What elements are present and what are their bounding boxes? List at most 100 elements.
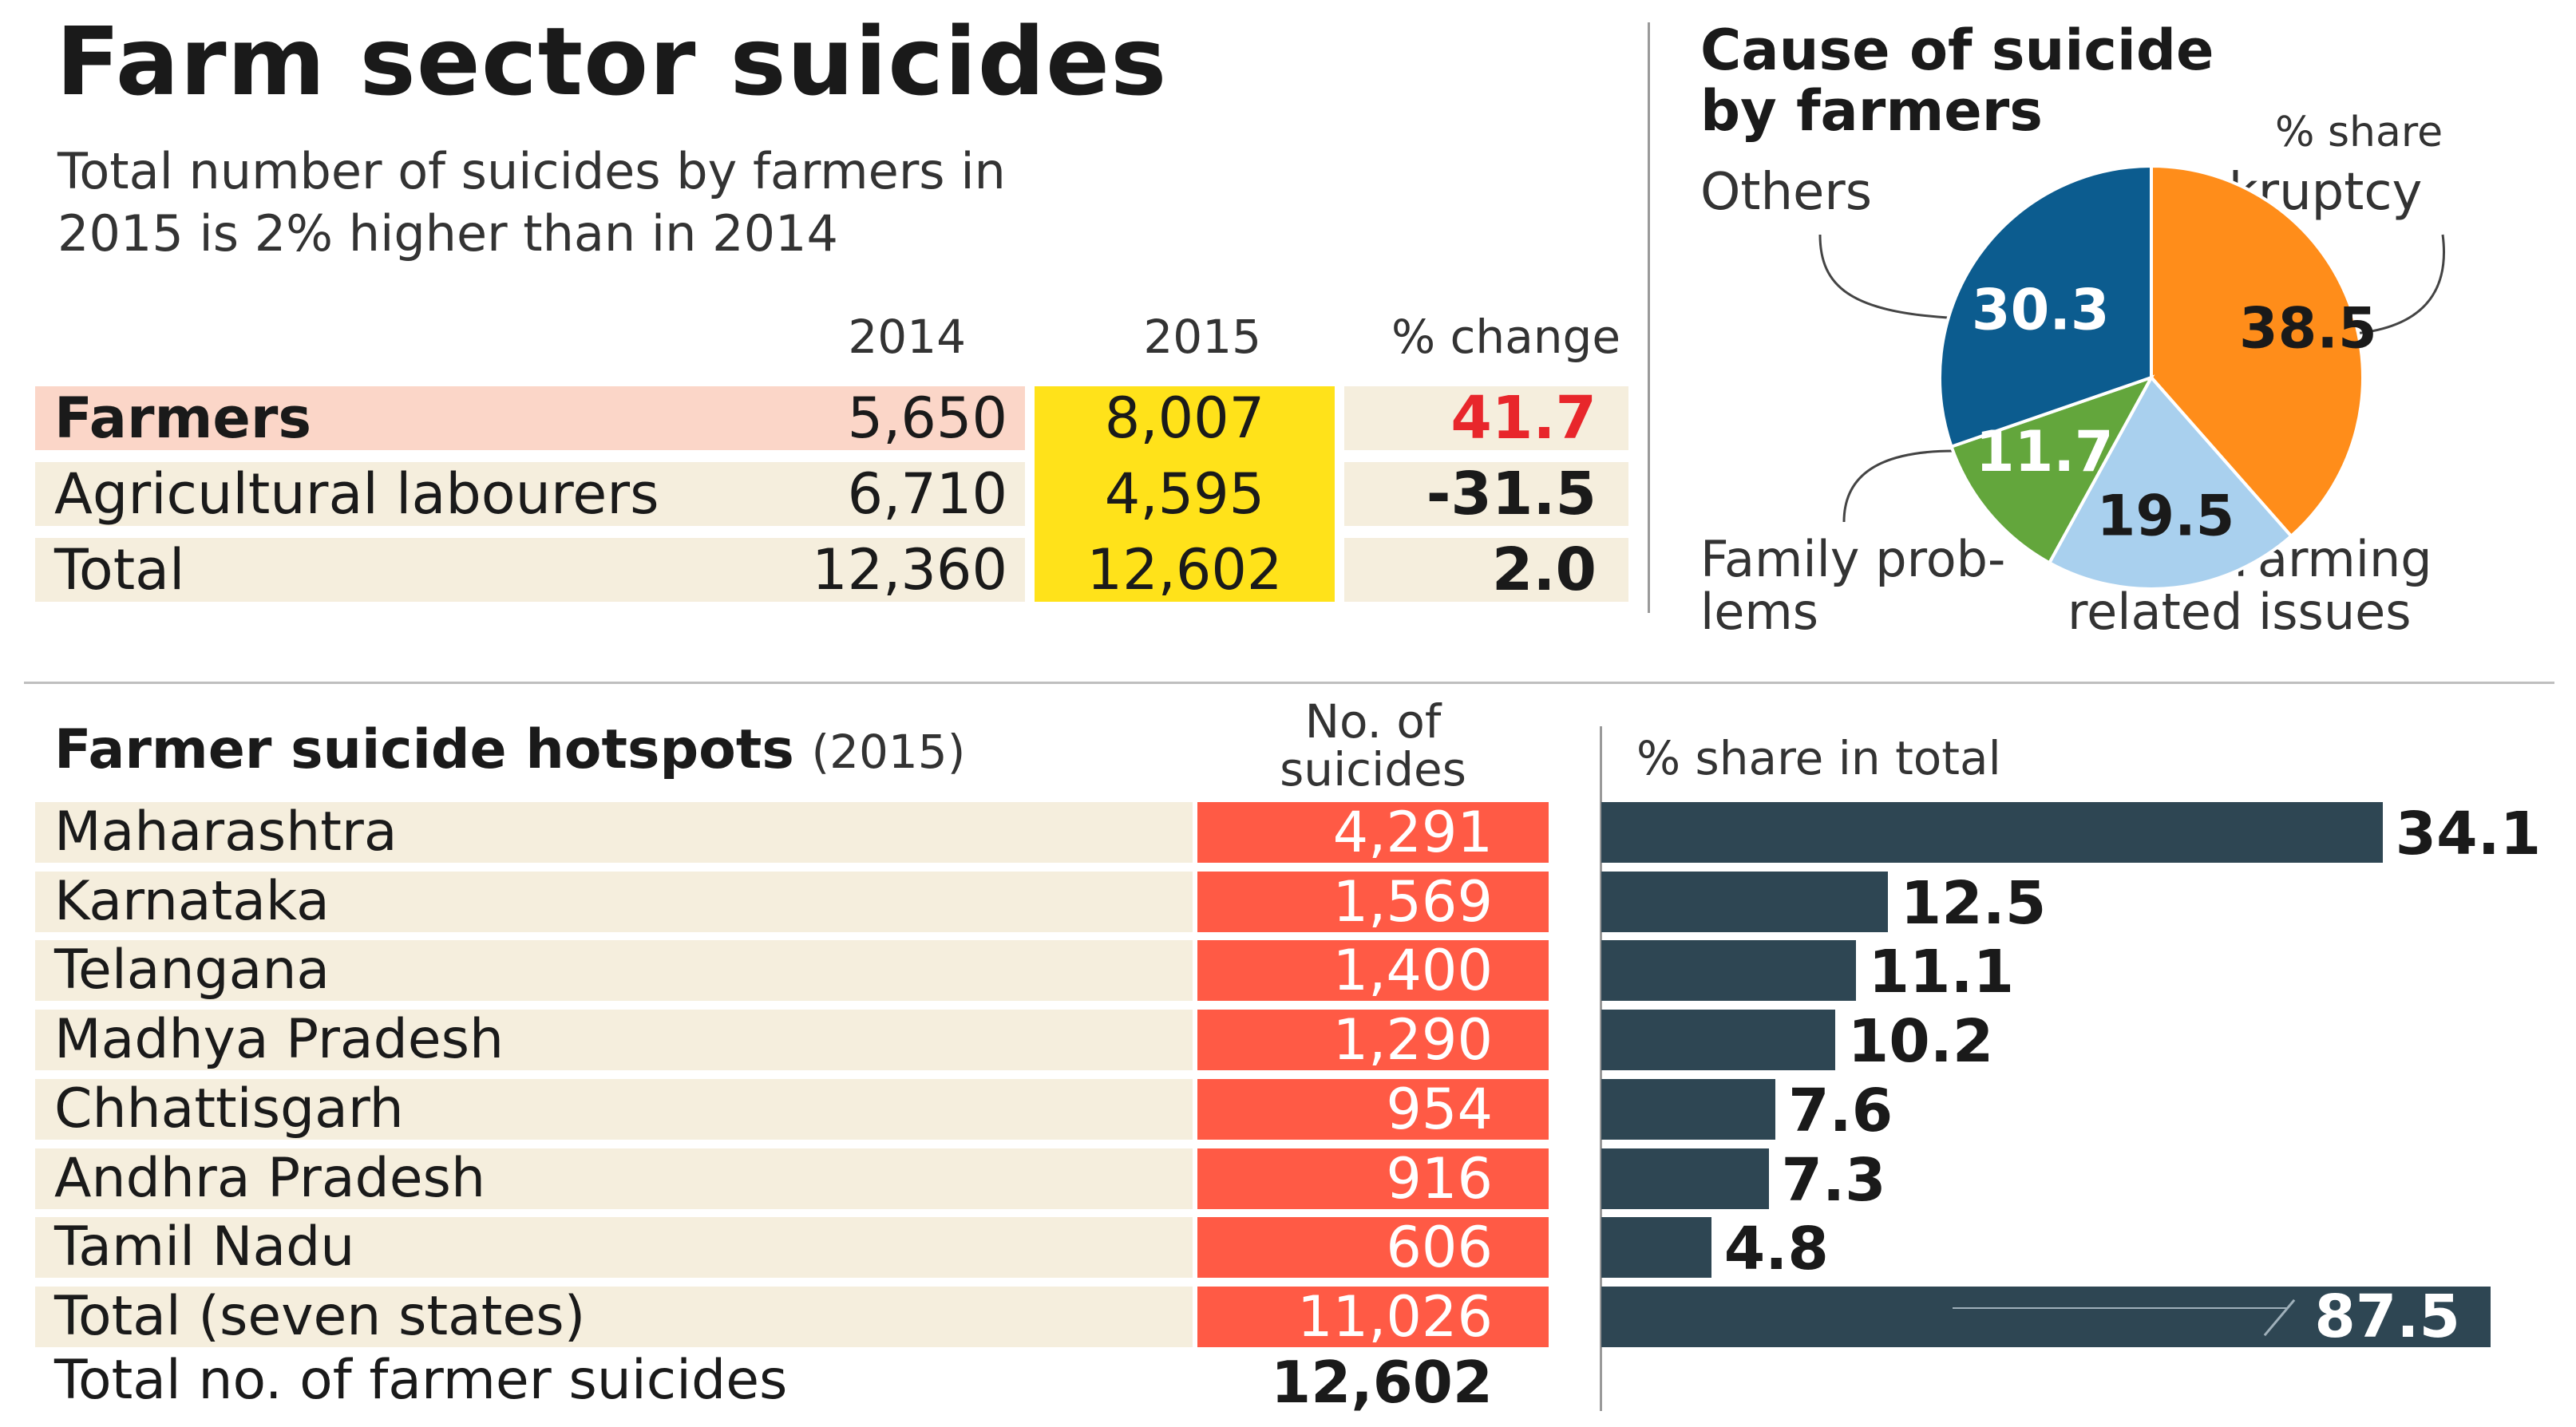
row-band-tamil-nadu bbox=[35, 1217, 1193, 1279]
pie-slice-others bbox=[1938, 164, 2153, 449]
col-change-band-2 bbox=[1344, 462, 1628, 526]
footer-value: 12,602 bbox=[1271, 1349, 1493, 1416]
suicide-count-madhya-pradesh: 1,290 bbox=[1332, 1007, 1493, 1073]
pie-label-family-2: lems bbox=[1700, 583, 1819, 641]
cell-farmers-2015: 8,007 bbox=[1104, 385, 1265, 451]
count-band-madhya-pradesh bbox=[1197, 1010, 1549, 1071]
cell-total-2014: 12,360 bbox=[812, 537, 1007, 603]
header-change: % change bbox=[1391, 310, 1620, 364]
share-value-karnataka: 12.5 bbox=[1900, 868, 2047, 938]
row-label-labourers: Agricultural labourers bbox=[54, 461, 659, 527]
cell-total-2015: 12,602 bbox=[1086, 537, 1283, 603]
leader-others bbox=[1818, 234, 1949, 319]
suicide-count-karnataka: 1,569 bbox=[1332, 868, 1493, 935]
hotspots-title: Farmer suicide hotspots (2015) bbox=[54, 718, 965, 781]
pie-label-family-1: Family prob- bbox=[1700, 530, 2006, 588]
share-bar-andhra-pradesh bbox=[1601, 1148, 1769, 1209]
suicide-count-tamil-nadu: 606 bbox=[1386, 1215, 1493, 1281]
count-band-telangana bbox=[1197, 940, 1549, 1002]
state-label-total-seven-states: Total (seven states) bbox=[54, 1284, 586, 1348]
row-label-farmers: Farmers bbox=[54, 385, 312, 451]
share-bar-chhattisgarh bbox=[1601, 1078, 1776, 1140]
col-change-band-3 bbox=[1344, 538, 1628, 602]
share-value-telangana: 11.1 bbox=[1868, 938, 2015, 1007]
pie-value-family-problems: 11.7 bbox=[1976, 419, 2114, 484]
footer-label: Total no. of farmer suicides bbox=[54, 1349, 788, 1412]
leader-bankruptcy bbox=[2354, 234, 2445, 335]
count-band-chhattisgarh bbox=[1197, 1078, 1549, 1140]
col-change-band-1 bbox=[1344, 386, 1628, 450]
row-band-karnataka bbox=[35, 871, 1193, 932]
header-2014: 2014 bbox=[848, 310, 966, 364]
pie-slice-bankruptcy bbox=[2150, 164, 2364, 539]
pie-slice-family-problems bbox=[1949, 374, 2155, 565]
share-bar-maharashtra bbox=[1601, 802, 2383, 863]
leader-family bbox=[1842, 449, 1980, 523]
pie-title-line-2: by farmers bbox=[1700, 78, 2043, 144]
suicide-count-total-seven-states: 11,026 bbox=[1297, 1283, 1493, 1350]
state-label-madhya-pradesh: Madhya Pradesh bbox=[54, 1008, 505, 1072]
share-bar-karnataka bbox=[1601, 871, 1888, 932]
row-band-madhya-pradesh bbox=[35, 1010, 1193, 1071]
state-label-telangana: Telangana bbox=[54, 939, 330, 1002]
hotspots-title-text: Farmer suicide hotspots bbox=[54, 718, 794, 781]
pie-value-farming-related-issues: 19.5 bbox=[2097, 483, 2235, 548]
subtitle-line-1: Total number of suicides by farmers in bbox=[57, 142, 1006, 200]
col-2015-highlight bbox=[1035, 386, 1335, 602]
state-label-andhra-pradesh: Andhra Pradesh bbox=[54, 1146, 486, 1210]
pie-chart: 38.5 19.511.7 30.3 bbox=[1818, 164, 2445, 591]
pie-slice-farming-related-issues bbox=[2047, 374, 2294, 591]
suicide-count-andhra-pradesh: 916 bbox=[1386, 1145, 1493, 1212]
share-bar-total-seven-states bbox=[1601, 1286, 2491, 1347]
count-band-karnataka bbox=[1197, 871, 1549, 932]
row-band-farmers bbox=[35, 386, 1025, 450]
state-label-maharashtra: Maharashtra bbox=[54, 800, 398, 864]
col-header-no-2: suicides bbox=[1280, 742, 1466, 797]
pie-label-farming-2: related issues bbox=[2068, 583, 2412, 641]
share-value-total-seven-states: 87.5 bbox=[2314, 1282, 2460, 1351]
axis-break-mark bbox=[1953, 1306, 2288, 1309]
share-bar-tamil-nadu bbox=[1601, 1217, 1711, 1279]
col-header-share: % share in total bbox=[1636, 731, 2001, 785]
count-band-tamil-nadu bbox=[1197, 1217, 1549, 1279]
share-bar-telangana bbox=[1601, 940, 1856, 1002]
cell-labourers-2015: 4,595 bbox=[1104, 461, 1265, 527]
page-title: Farm sector suicides bbox=[56, 6, 1168, 117]
state-label-tamil-nadu: Tamil Nadu bbox=[54, 1216, 355, 1279]
suicide-count-maharashtra: 4,291 bbox=[1332, 800, 1493, 865]
col-header-no-1: No. of bbox=[1304, 694, 1442, 749]
suicide-count-chhattisgarh: 954 bbox=[1386, 1076, 1493, 1142]
share-value-maharashtra: 34.1 bbox=[2395, 800, 2542, 868]
vertical-divider-bottom bbox=[1600, 726, 1602, 1411]
pie-value-others: 30.3 bbox=[1972, 277, 2110, 342]
vertical-divider-top bbox=[1648, 22, 1650, 613]
pie-label-others: Others bbox=[1700, 163, 1873, 222]
count-band-maharashtra bbox=[1197, 802, 1549, 863]
share-value-andhra-pradesh: 7.3 bbox=[1781, 1145, 1886, 1215]
subtitle-line-2: 2015 is 2% higher than in 2014 bbox=[57, 204, 838, 263]
count-band-total-seven-states bbox=[1197, 1286, 1549, 1347]
share-bar-madhya-pradesh bbox=[1601, 1010, 1835, 1071]
share-value-tamil-nadu: 4.8 bbox=[1723, 1215, 1829, 1284]
header-2015: 2015 bbox=[1143, 310, 1261, 364]
pie-unit-label: % share bbox=[2275, 109, 2443, 156]
row-band-total-seven-states bbox=[35, 1286, 1193, 1347]
row-band-total bbox=[35, 538, 1025, 602]
row-band-labourers bbox=[35, 462, 1025, 526]
row-band-chhattisgarh bbox=[35, 1078, 1193, 1140]
state-label-karnataka: Karnataka bbox=[54, 869, 330, 933]
row-band-telangana bbox=[35, 940, 1193, 1002]
count-band-andhra-pradesh bbox=[1197, 1148, 1549, 1209]
cell-farmers-change: 41.7 bbox=[1450, 384, 1597, 453]
pie-title-line-1: Cause of suicide bbox=[1700, 18, 2214, 83]
suicide-count-telangana: 1,400 bbox=[1332, 938, 1493, 1004]
state-label-chhattisgarh: Chhattisgarh bbox=[54, 1077, 404, 1140]
share-value-madhya-pradesh: 10.2 bbox=[1847, 1007, 1994, 1077]
hotspots-title-year: (2015) bbox=[811, 725, 966, 779]
row-band-andhra-pradesh bbox=[35, 1148, 1193, 1209]
row-band-maharashtra bbox=[35, 802, 1193, 863]
horizontal-divider bbox=[24, 682, 2554, 684]
cell-labourers-change: -31.5 bbox=[1426, 460, 1597, 528]
cell-farmers-2014: 5,650 bbox=[847, 385, 1007, 451]
pie-value-bankruptcy: 38.5 bbox=[2239, 295, 2377, 361]
